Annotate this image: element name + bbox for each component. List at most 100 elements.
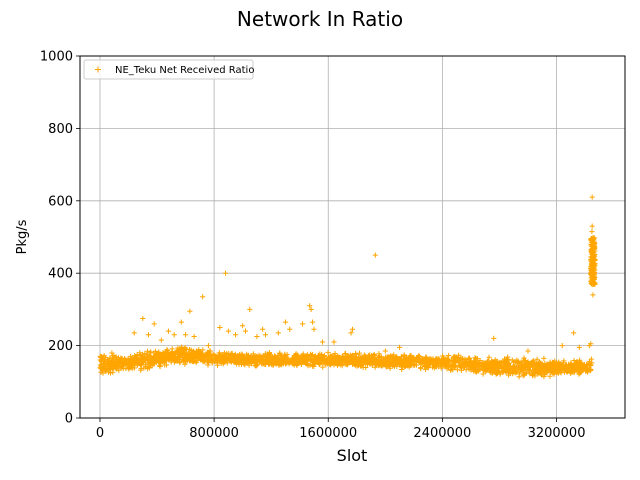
data-point xyxy=(459,362,465,368)
data-point xyxy=(386,358,392,365)
data-point xyxy=(268,354,274,360)
data-point xyxy=(197,352,204,358)
data-point xyxy=(232,352,238,359)
data-point xyxy=(403,360,409,367)
data-point xyxy=(471,362,477,368)
data-point xyxy=(537,370,543,376)
data-point xyxy=(369,355,375,361)
data-point xyxy=(349,352,356,358)
data-point xyxy=(183,358,189,364)
data-point xyxy=(156,360,163,366)
x-tick-label: 0 xyxy=(96,426,104,441)
data-point xyxy=(408,362,414,368)
data-point xyxy=(118,355,124,361)
data-point xyxy=(309,363,316,369)
data-point xyxy=(263,355,270,361)
data-point xyxy=(497,371,503,377)
data-point xyxy=(555,367,561,373)
data-point xyxy=(258,358,264,364)
data-point xyxy=(100,370,106,376)
data-point xyxy=(242,328,249,334)
data-point xyxy=(342,350,349,357)
data-point xyxy=(557,366,564,372)
data-point xyxy=(372,252,378,258)
data-point xyxy=(547,359,553,366)
data-point xyxy=(515,359,522,366)
data-point xyxy=(215,352,222,358)
data-point xyxy=(585,367,592,373)
data-point xyxy=(538,367,545,373)
data-point xyxy=(463,358,469,364)
data-point xyxy=(571,330,577,336)
data-point xyxy=(307,362,313,368)
y-axis-label: Pkg/s xyxy=(15,219,30,254)
data-point xyxy=(273,361,279,367)
data-point xyxy=(253,354,259,360)
data-point xyxy=(111,365,117,371)
data-point xyxy=(354,357,360,363)
data-point xyxy=(236,358,242,364)
data-point xyxy=(372,352,378,359)
data-point xyxy=(323,358,329,364)
data-point xyxy=(192,358,198,364)
data-point xyxy=(304,361,310,367)
x-axis-ticks: 0 800000 1600000 2400000 3200000 xyxy=(96,418,585,441)
data-point xyxy=(588,258,594,264)
data-point xyxy=(382,348,388,354)
data-point xyxy=(176,354,182,360)
data-point xyxy=(375,354,382,361)
data-point xyxy=(248,357,254,364)
data-point xyxy=(508,368,514,374)
data-point xyxy=(372,364,378,370)
data-point xyxy=(129,355,135,361)
data-point xyxy=(573,364,579,370)
data-point xyxy=(171,332,177,338)
data-point xyxy=(516,371,522,377)
data-point xyxy=(264,351,270,357)
data-point xyxy=(120,366,126,372)
data-point xyxy=(105,358,111,365)
data-point xyxy=(392,362,398,368)
data-point xyxy=(137,350,143,356)
data-point xyxy=(588,257,594,263)
data-point xyxy=(525,367,531,373)
data-point xyxy=(178,346,185,352)
data-point xyxy=(151,350,157,356)
data-point xyxy=(214,359,221,365)
data-point xyxy=(454,367,460,373)
data-point xyxy=(106,361,113,367)
data-point xyxy=(193,350,199,356)
data-point xyxy=(107,355,113,361)
data-point xyxy=(446,352,452,359)
data-point xyxy=(169,346,175,352)
data-point xyxy=(483,368,489,375)
data-point xyxy=(534,362,541,368)
data-point xyxy=(463,367,469,373)
data-point xyxy=(477,366,483,373)
data-point xyxy=(589,194,595,200)
data-point xyxy=(549,363,555,369)
data-point xyxy=(182,345,188,351)
data-point xyxy=(254,333,260,340)
data-point xyxy=(588,235,594,242)
data-point xyxy=(502,365,508,371)
data-point xyxy=(125,362,131,368)
data-point xyxy=(252,354,258,360)
data-point xyxy=(388,358,394,364)
data-point xyxy=(456,363,462,369)
data-point xyxy=(486,354,492,360)
data-point xyxy=(344,354,350,361)
data-point xyxy=(153,353,159,359)
x-tick-label: 800000 xyxy=(189,426,239,441)
data-point xyxy=(547,366,553,372)
data-point xyxy=(491,335,497,341)
data-point xyxy=(271,355,277,362)
data-point xyxy=(311,326,317,332)
data-point xyxy=(205,343,212,349)
data-point xyxy=(438,361,444,367)
data-point xyxy=(446,357,452,363)
data-point xyxy=(560,360,566,366)
data-point xyxy=(530,372,536,378)
data-point xyxy=(286,359,292,365)
